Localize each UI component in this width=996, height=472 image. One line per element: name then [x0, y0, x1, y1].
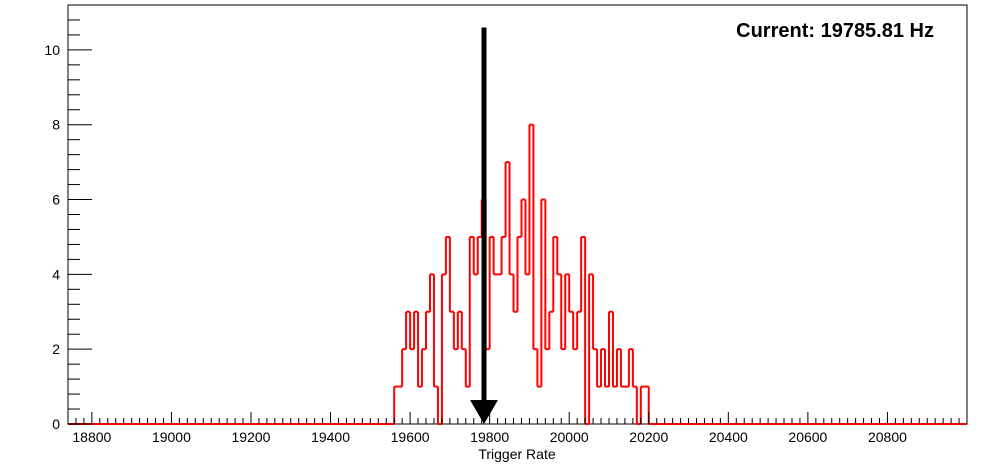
y-tick-label: 4: [52, 266, 60, 282]
x-tick-label: 18800: [72, 429, 111, 445]
x-tick-label: 19600: [391, 429, 430, 445]
x-tick-label: 19000: [152, 429, 191, 445]
plot-frame: [67, 4, 968, 425]
y-tick-label: 8: [52, 117, 60, 133]
y-tick-label: 0: [52, 416, 60, 432]
x-axis-label: Trigger Rate: [478, 446, 556, 462]
x-tick-label: 20600: [788, 429, 827, 445]
y-tick-label: 10: [44, 42, 60, 58]
x-tick-label: 19400: [311, 429, 350, 445]
x-tick-label: 20800: [868, 429, 907, 445]
x-tick-label: 20000: [550, 429, 589, 445]
current-rate-annotation: Current: 19785.81 Hz: [736, 20, 934, 42]
marker-layer: [470, 27, 499, 424]
histogram-layer: [68, 123, 967, 425]
x-tick-label: 19200: [232, 429, 271, 445]
axis-layer: 0 2 4 6 8 10 18800 19000 19200 19400 19600 19800 200…: [44, 4, 968, 445]
x-tick-label: 20200: [629, 429, 668, 445]
x-tick-label: 20400: [709, 429, 748, 445]
y-tick-label: 2: [52, 341, 60, 357]
x-tick-label: 19800: [470, 429, 509, 445]
y-tick-label: 6: [52, 192, 60, 208]
current-rate-arrow-head: [470, 400, 499, 424]
